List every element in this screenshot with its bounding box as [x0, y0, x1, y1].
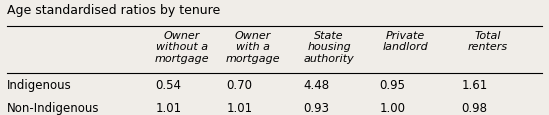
Text: 1.00: 1.00: [379, 101, 406, 114]
Text: 0.54: 0.54: [156, 78, 182, 91]
Text: Non-Indigenous: Non-Indigenous: [7, 101, 99, 114]
Text: 0.70: 0.70: [227, 78, 253, 91]
Text: 1.61: 1.61: [461, 78, 488, 91]
Text: 1.01: 1.01: [227, 101, 253, 114]
Text: Age standardised ratios by tenure: Age standardised ratios by tenure: [7, 4, 220, 17]
Text: 1.01: 1.01: [155, 101, 182, 114]
Text: Owner
without a
mortgage: Owner without a mortgage: [154, 30, 209, 63]
Text: 0.98: 0.98: [462, 101, 488, 114]
Text: 0.95: 0.95: [379, 78, 406, 91]
Text: Total
renters: Total renters: [467, 30, 508, 52]
Text: 0.93: 0.93: [303, 101, 329, 114]
Text: Owner
with a
mortgage: Owner with a mortgage: [225, 30, 280, 63]
Text: 4.48: 4.48: [303, 78, 329, 91]
Text: State
housing
authority: State housing authority: [304, 30, 355, 63]
Text: Indigenous: Indigenous: [7, 78, 71, 91]
Text: Private
landlord: Private landlord: [383, 30, 428, 52]
